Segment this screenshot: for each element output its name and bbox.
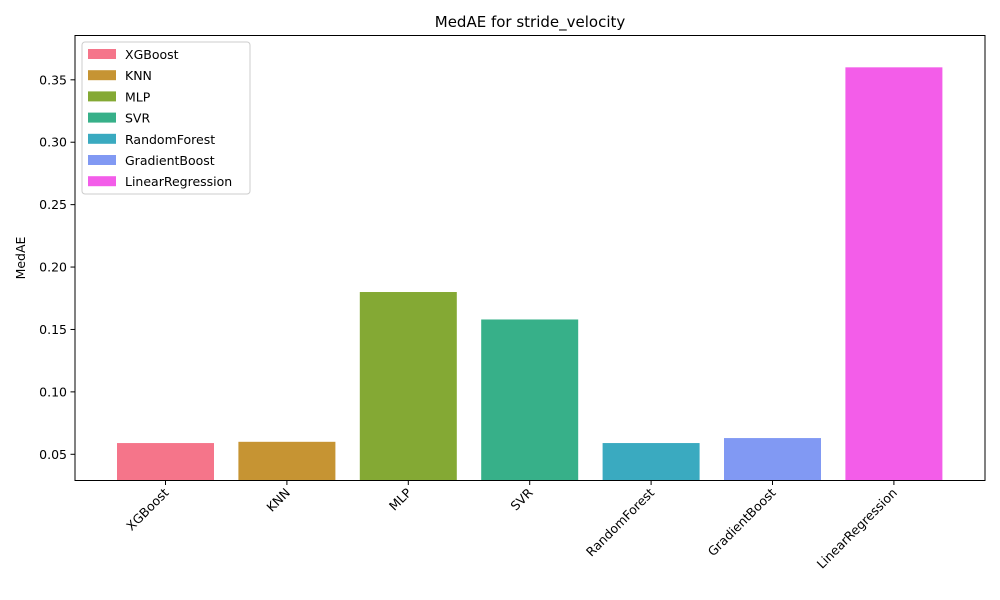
bar-svr — [481, 319, 579, 481]
x-axis: XGBoost KNN MLP SVR RandomForest GradientBoos… — [123, 480, 900, 571]
legend-swatch — [88, 70, 116, 81]
legend-label: SVR — [125, 111, 150, 126]
legend-box — [81, 41, 251, 195]
bar-mlp — [359, 292, 457, 481]
bar-knn — [238, 441, 336, 481]
bar-linearregression — [845, 67, 943, 481]
y-axis: 0.05 0.10 0.15 0.20 0.25 0.30 0.35 — [39, 72, 75, 462]
bars-group — [117, 67, 943, 481]
chart-title: MedAE for stride_velocity — [435, 13, 626, 32]
legend-label: MLP — [125, 89, 151, 104]
y-axis-title: MedAE — [13, 236, 28, 279]
legend-swatch — [88, 91, 116, 102]
legend-swatch — [88, 112, 116, 123]
y-tick-label: 0.35 — [39, 72, 67, 87]
y-tick-label: 0.15 — [39, 322, 67, 337]
legend-label: RandomForest — [125, 132, 215, 147]
legend-swatch — [88, 155, 116, 165]
legend: XGBoost KNN MLP SVR RandomForest GradientBoos… — [81, 41, 251, 195]
legend-label: XGBoost — [125, 47, 179, 62]
x-tick-label: XGBoost — [123, 485, 172, 534]
y-tick-label: 0.20 — [39, 260, 67, 275]
x-tick-label: LinearRegression — [814, 485, 900, 571]
x-tick-label: GradientBoost — [705, 485, 779, 559]
y-tick-label: 0.30 — [39, 135, 67, 150]
x-tick-label: KNN — [263, 485, 293, 515]
legend-label: KNN — [125, 68, 152, 83]
x-tick-label: SVR — [507, 485, 536, 514]
y-tick-label: 0.05 — [39, 447, 67, 462]
legend-swatch — [88, 49, 116, 59]
y-tick-label: 0.25 — [39, 197, 67, 212]
bar-randomforest — [602, 443, 700, 481]
bar-gradientboost — [724, 438, 821, 481]
legend-label: LinearRegression — [125, 174, 232, 189]
bar-xgboost — [117, 443, 214, 481]
legend-label: GradientBoost — [125, 153, 215, 168]
y-tick-label: 0.10 — [39, 384, 67, 399]
x-tick-label: MLP — [386, 485, 415, 514]
legend-swatch — [88, 176, 116, 187]
x-tick-label: RandomForest — [583, 485, 657, 559]
legend-swatch — [88, 133, 116, 144]
